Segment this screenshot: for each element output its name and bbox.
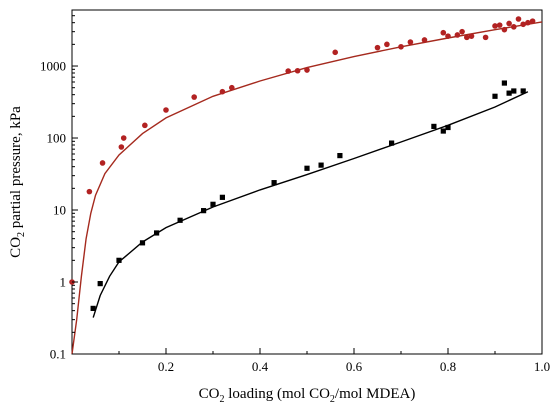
y-axis-ticks: 0.1 1 10 100 1000 xyxy=(40,9,78,362)
series-1-point xyxy=(421,37,428,43)
series-1-point xyxy=(384,41,390,48)
series-2-point xyxy=(445,124,451,131)
series-1-point xyxy=(482,34,489,41)
series-1-point xyxy=(163,107,169,113)
series-2-point xyxy=(506,90,512,96)
series-1-point xyxy=(374,44,381,51)
series-1-point xyxy=(511,24,517,30)
series-1-point xyxy=(459,28,465,35)
series-2-point xyxy=(154,230,160,236)
series-1-point xyxy=(501,26,508,33)
y-axis-title: CO2 partial pressure, kPa xyxy=(8,106,27,258)
series-1-point xyxy=(118,144,125,150)
series-2-point xyxy=(511,88,517,94)
series-2-point xyxy=(90,305,96,311)
series-1-point xyxy=(294,67,301,74)
series-1-point xyxy=(219,88,226,95)
series-2-point xyxy=(201,208,207,214)
series-2-point xyxy=(440,128,446,134)
y-tick-label: 0.1 xyxy=(50,347,66,362)
series-1-point xyxy=(445,33,451,39)
series-1-point xyxy=(496,22,503,28)
series-2-point xyxy=(304,165,310,171)
series-2-point xyxy=(219,194,225,200)
x-tick-label: 0.8 xyxy=(440,359,456,374)
series-1-point xyxy=(529,18,536,24)
x-axis-title: CO2 loading (mol CO2/mol MDEA) xyxy=(199,386,416,405)
series-1-point xyxy=(525,19,531,26)
series-2-point xyxy=(210,201,216,207)
series-1-point xyxy=(515,16,522,22)
series-2-point xyxy=(431,123,437,129)
series-2-point xyxy=(177,217,183,223)
data-points xyxy=(69,16,536,311)
series-1-point xyxy=(285,68,292,74)
x-tick-label: 0.6 xyxy=(346,359,363,374)
y-tick-label: 1 xyxy=(60,275,67,290)
series-2-point xyxy=(139,240,146,246)
fit-lines xyxy=(71,21,543,355)
series-2-point xyxy=(492,93,498,99)
series-1-point xyxy=(120,135,127,141)
y-tick-label: 10 xyxy=(53,203,66,218)
x-tick-label: 1.0 xyxy=(534,359,550,374)
series-1-point xyxy=(520,21,526,28)
series-1-point xyxy=(99,160,106,166)
fit-line-2 xyxy=(92,91,529,318)
y-tick-label: 100 xyxy=(47,131,67,146)
series-1-point xyxy=(142,122,148,129)
series-1-point xyxy=(86,188,93,195)
series-2-point xyxy=(337,152,343,159)
series-2-point xyxy=(389,140,395,146)
series-1-point xyxy=(407,39,414,45)
series-2-point xyxy=(520,88,526,94)
series-2-point xyxy=(116,257,122,263)
series-1-point xyxy=(332,49,339,56)
series-2-point xyxy=(318,162,324,168)
series-2-point xyxy=(501,80,507,86)
series-1-point xyxy=(229,84,235,91)
series-1-point xyxy=(304,67,310,73)
series-1-point xyxy=(468,33,475,39)
x-tick-label: 0.2 xyxy=(158,359,174,374)
series-1-point xyxy=(440,29,447,36)
y-tick-label: 1000 xyxy=(40,59,66,74)
fit-line-1 xyxy=(71,21,543,355)
x-tick-label: 0.4 xyxy=(252,359,269,374)
series-2-point xyxy=(97,281,103,287)
series-1-point xyxy=(492,23,498,29)
series-1-point xyxy=(191,94,197,100)
x-axis-ticks: 0.2 0.4 0.6 0.8 1.0 xyxy=(118,348,550,374)
series-1-point xyxy=(454,32,461,38)
series-1-point xyxy=(464,34,470,41)
series-1-point xyxy=(506,20,512,27)
series-2-point xyxy=(271,180,277,186)
series-1-point xyxy=(398,43,404,50)
plot-frame xyxy=(71,9,543,355)
